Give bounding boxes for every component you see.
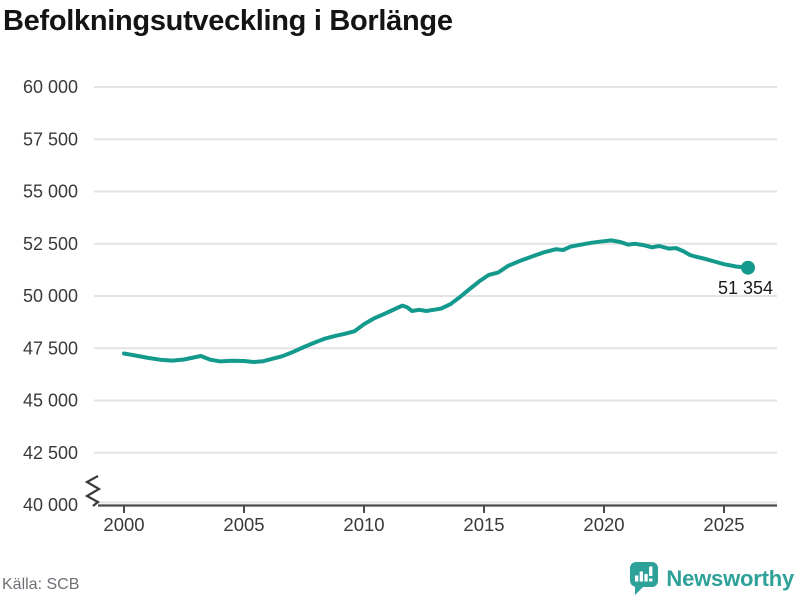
y-tick-label: 50 000 bbox=[23, 286, 78, 306]
y-tick-label: 47 500 bbox=[23, 338, 78, 358]
y-axis-break-icon bbox=[84, 475, 102, 507]
x-tick-label: 2015 bbox=[463, 514, 504, 535]
y-tick-label: 57 500 bbox=[23, 129, 78, 149]
page-title: Befolkningsutveckling i Borlänge bbox=[3, 5, 453, 37]
x-tick-label: 2020 bbox=[583, 514, 624, 535]
chart-speech-bubble-icon bbox=[630, 562, 659, 595]
y-tick-label: 40 000 bbox=[23, 495, 78, 515]
y-tick-label: 60 000 bbox=[23, 77, 78, 97]
y-tick-label: 52 500 bbox=[23, 234, 78, 254]
y-tick-label: 42 500 bbox=[23, 443, 78, 463]
population-line bbox=[122, 238, 750, 364]
brand-name: Newsworthy bbox=[666, 565, 794, 591]
x-tick-label: 2010 bbox=[343, 514, 384, 535]
x-tick-label: 2025 bbox=[703, 514, 744, 535]
y-tick-label: 45 000 bbox=[23, 391, 78, 411]
newsworthy-logo: Newsworthy bbox=[630, 562, 794, 595]
end-value-label: 51 354 bbox=[718, 278, 773, 298]
source-label: Källa: SCB bbox=[2, 576, 80, 593]
x-tick-label: 2005 bbox=[223, 514, 264, 535]
y-tick-label: 55 000 bbox=[23, 182, 78, 202]
x-tick-label: 2000 bbox=[103, 514, 144, 535]
end-point-marker bbox=[741, 260, 755, 275]
